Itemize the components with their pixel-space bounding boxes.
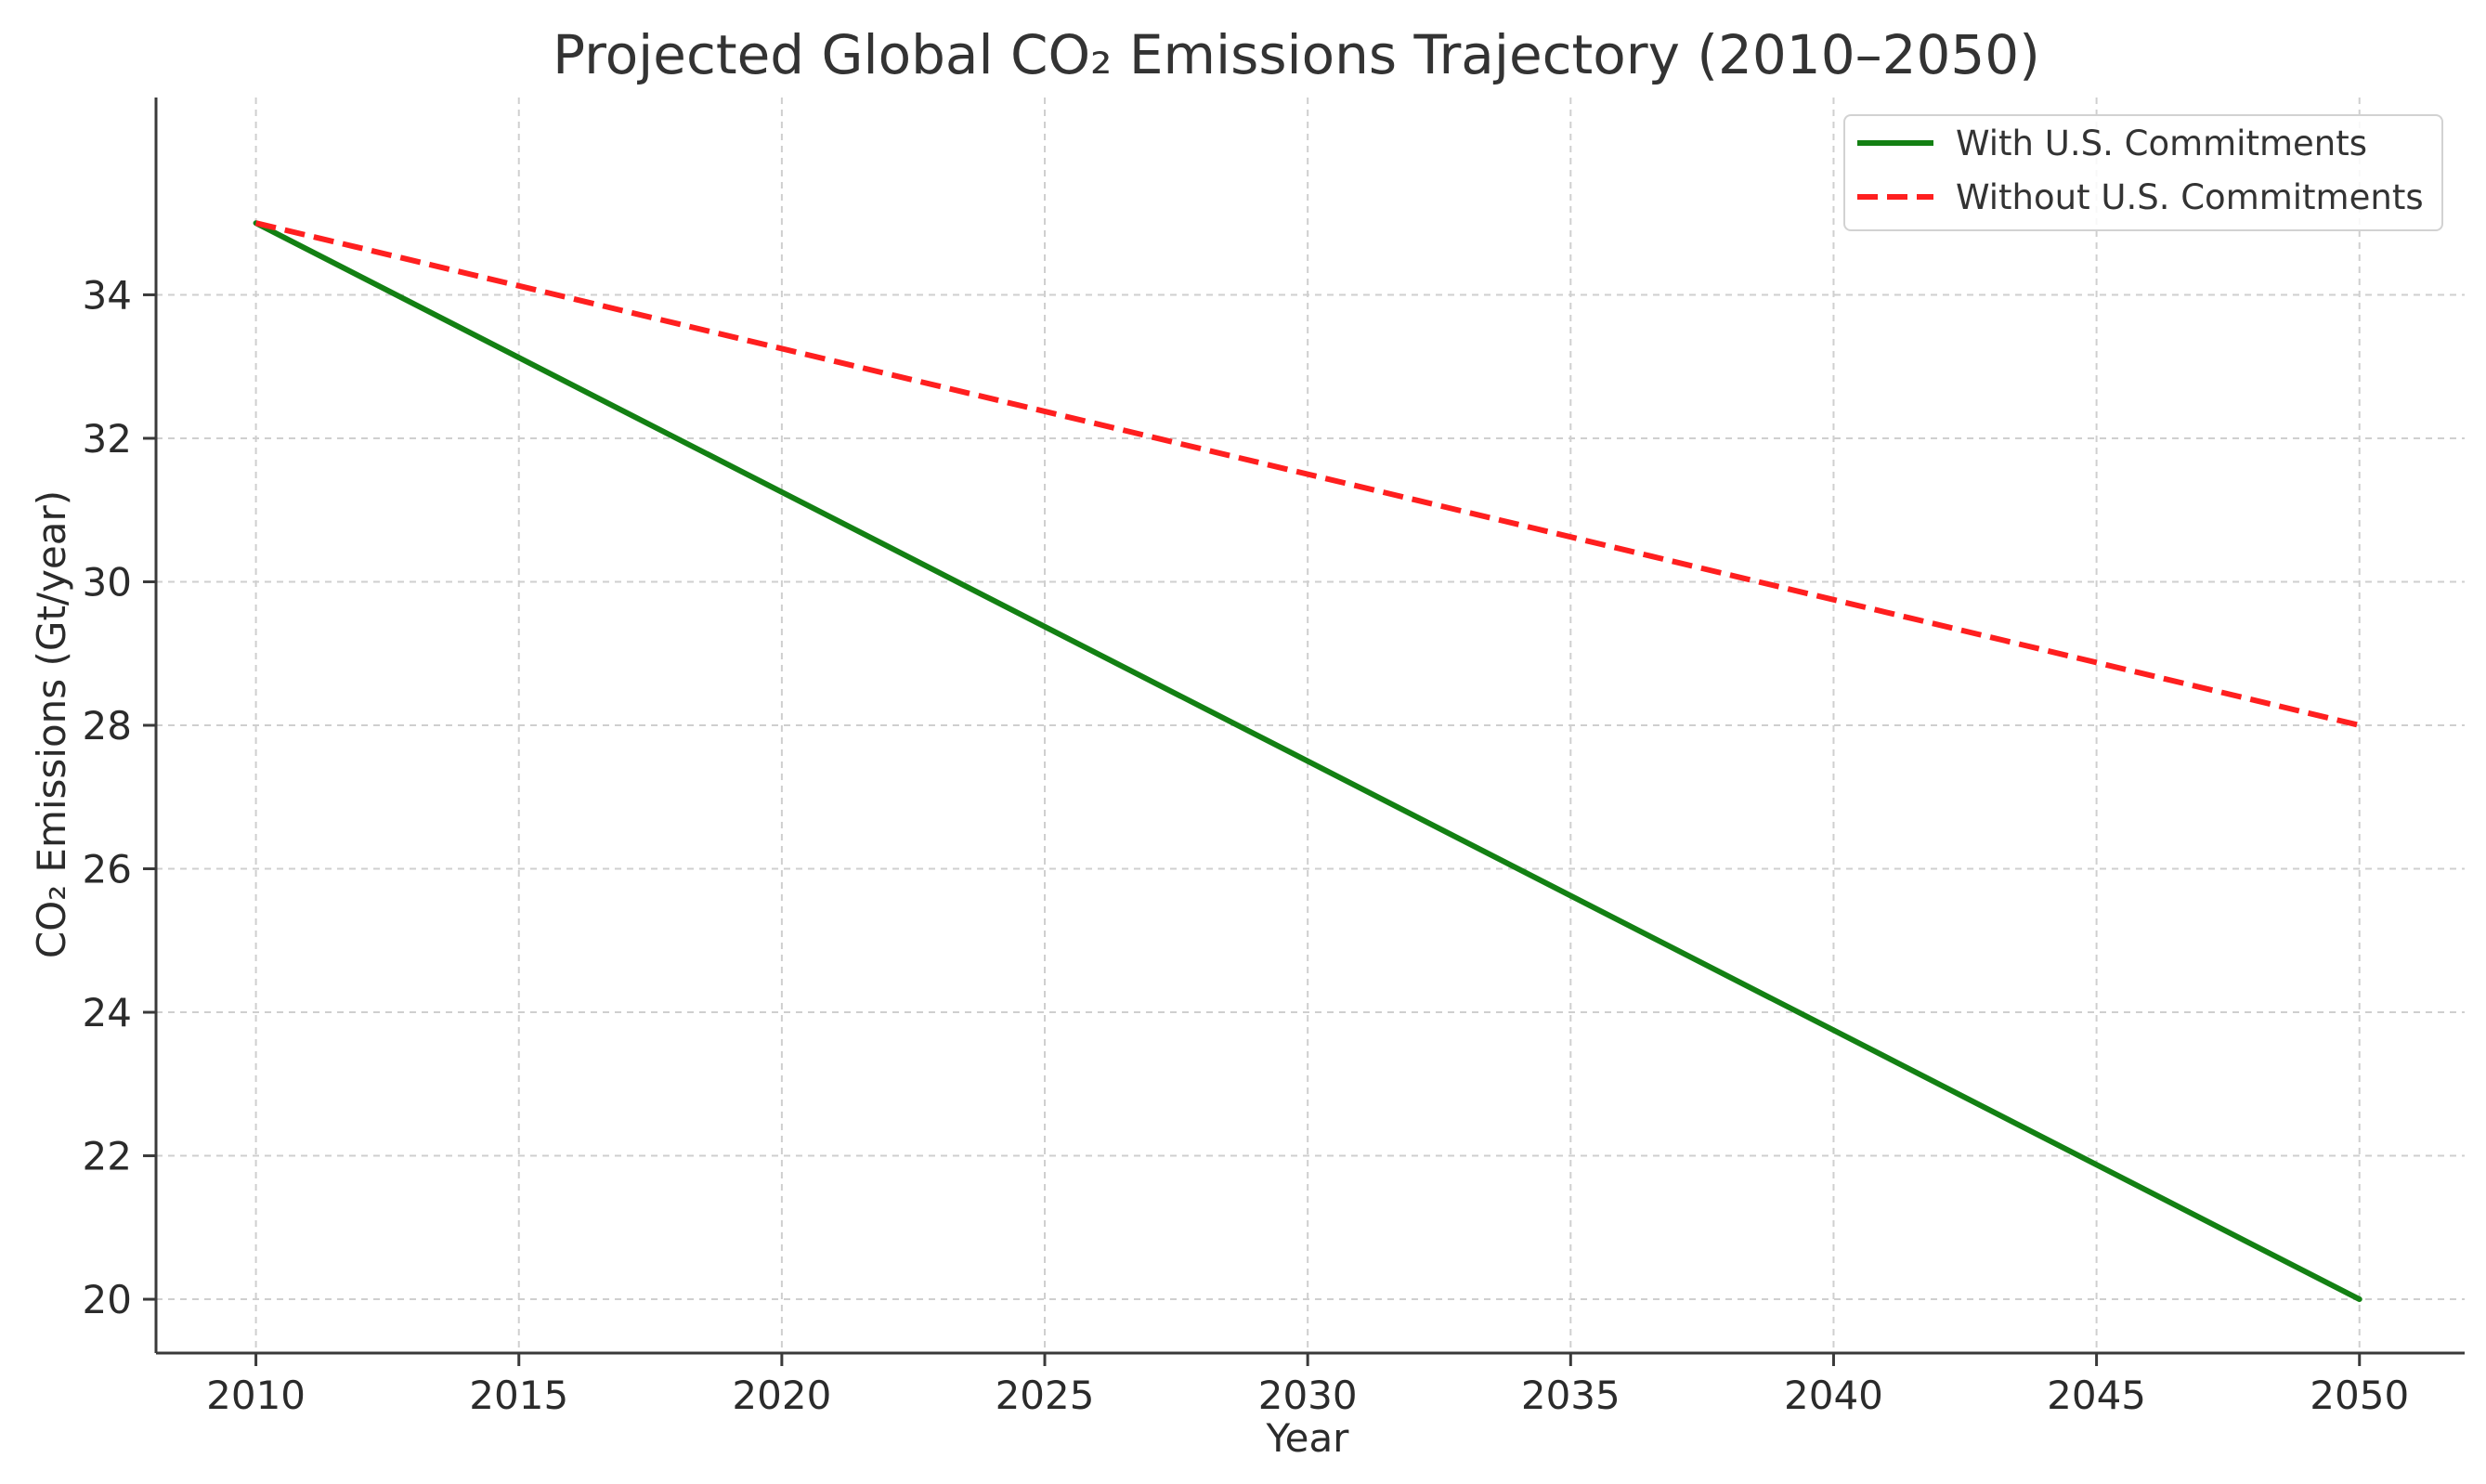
- y-tick-label: 30: [83, 559, 132, 605]
- x-axis-label: Year: [1266, 1415, 1350, 1461]
- chart-title: Projected Global CO₂ Emissions Trajector…: [553, 23, 2040, 86]
- y-tick-label: 32: [83, 416, 132, 462]
- x-tick-label: 2030: [1258, 1373, 1358, 1418]
- y-tick-label: 22: [83, 1134, 132, 1179]
- x-tick-label: 2045: [2047, 1373, 2146, 1418]
- y-tick-label: 20: [83, 1277, 132, 1322]
- axes-layer: [156, 98, 2465, 1353]
- y-tick-label: 24: [83, 990, 132, 1035]
- x-tick-label: 2040: [1784, 1373, 1883, 1418]
- legend-label-without-commitments: Without U.S. Commitments: [1956, 177, 2424, 217]
- legend: With U.S. Commitments Without U.S. Commi…: [1844, 115, 2442, 230]
- y-tick-label: 34: [83, 272, 132, 318]
- x-tick-label: 2015: [469, 1373, 568, 1418]
- x-tick-label: 2035: [1521, 1373, 1620, 1418]
- y-tick-label: 28: [83, 703, 132, 749]
- series-line-without-commitments: [256, 223, 2360, 725]
- ticks-layer: 2010 2015 2020 2025 2030 2035 2040 2045 2050 20 22…: [83, 272, 2410, 1418]
- x-tick-label: 2025: [996, 1373, 1095, 1418]
- x-tick-label: 2050: [2310, 1373, 2409, 1418]
- x-tick-label: 2010: [206, 1373, 306, 1418]
- legend-label-with-commitments: With U.S. Commitments: [1956, 124, 2367, 163]
- y-tick-label: 26: [83, 847, 132, 892]
- x-tick-label: 2020: [732, 1373, 831, 1418]
- grid-layer: [156, 98, 2465, 1353]
- y-axis-label: CO₂ Emissions (Gt/year): [29, 490, 74, 958]
